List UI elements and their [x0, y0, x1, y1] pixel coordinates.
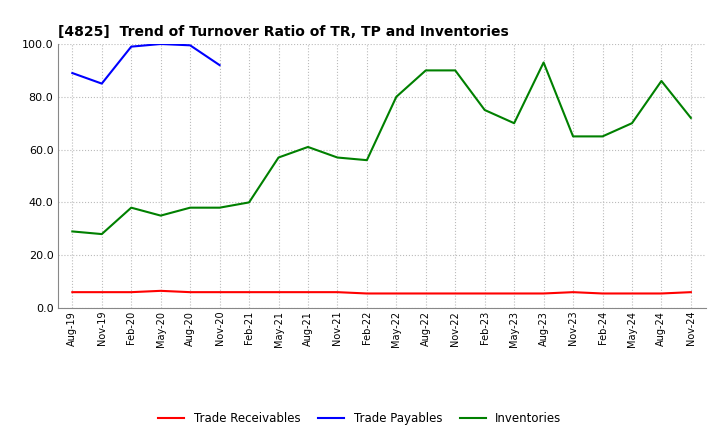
Trade Payables [215, 62, 224, 68]
Text: [4825]  Trend of Turnover Ratio of TR, TP and Inventories: [4825] Trend of Turnover Ratio of TR, TP… [58, 25, 508, 39]
Trade Receivables [687, 290, 696, 295]
Inventories [392, 94, 400, 99]
Inventories [127, 205, 135, 210]
Inventories [480, 107, 489, 113]
Trade Receivables [598, 291, 607, 296]
Inventories [421, 68, 430, 73]
Trade Receivables [510, 291, 518, 296]
Trade Receivables [245, 290, 253, 295]
Trade Payables [127, 44, 135, 49]
Inventories [628, 121, 636, 126]
Trade Receivables [569, 290, 577, 295]
Trade Payables [68, 70, 76, 76]
Inventories [569, 134, 577, 139]
Inventories [97, 231, 106, 237]
Trade Payables [186, 43, 194, 48]
Trade Receivables [186, 290, 194, 295]
Inventories [363, 158, 372, 163]
Trade Receivables [628, 291, 636, 296]
Inventories [333, 155, 342, 160]
Inventories [245, 200, 253, 205]
Line: Inventories: Inventories [72, 62, 691, 234]
Inventories [598, 134, 607, 139]
Trade Receivables [127, 290, 135, 295]
Trade Receivables [539, 291, 548, 296]
Legend: Trade Receivables, Trade Payables, Inventories: Trade Receivables, Trade Payables, Inven… [154, 407, 566, 430]
Trade Receivables [657, 291, 666, 296]
Trade Payables [97, 81, 106, 86]
Trade Receivables [68, 290, 76, 295]
Inventories [68, 229, 76, 234]
Trade Receivables [421, 291, 430, 296]
Inventories [451, 68, 459, 73]
Trade Payables [156, 41, 165, 47]
Trade Receivables [363, 291, 372, 296]
Trade Receivables [392, 291, 400, 296]
Inventories [657, 78, 666, 84]
Line: Trade Payables: Trade Payables [72, 44, 220, 84]
Inventories [687, 115, 696, 121]
Trade Receivables [97, 290, 106, 295]
Inventories [274, 155, 283, 160]
Inventories [156, 213, 165, 218]
Trade Receivables [451, 291, 459, 296]
Inventories [186, 205, 194, 210]
Trade Receivables [156, 288, 165, 293]
Trade Receivables [480, 291, 489, 296]
Trade Receivables [304, 290, 312, 295]
Trade Receivables [215, 290, 224, 295]
Line: Trade Receivables: Trade Receivables [72, 291, 691, 293]
Inventories [215, 205, 224, 210]
Inventories [510, 121, 518, 126]
Trade Receivables [274, 290, 283, 295]
Trade Receivables [333, 290, 342, 295]
Inventories [304, 144, 312, 150]
Inventories [539, 60, 548, 65]
